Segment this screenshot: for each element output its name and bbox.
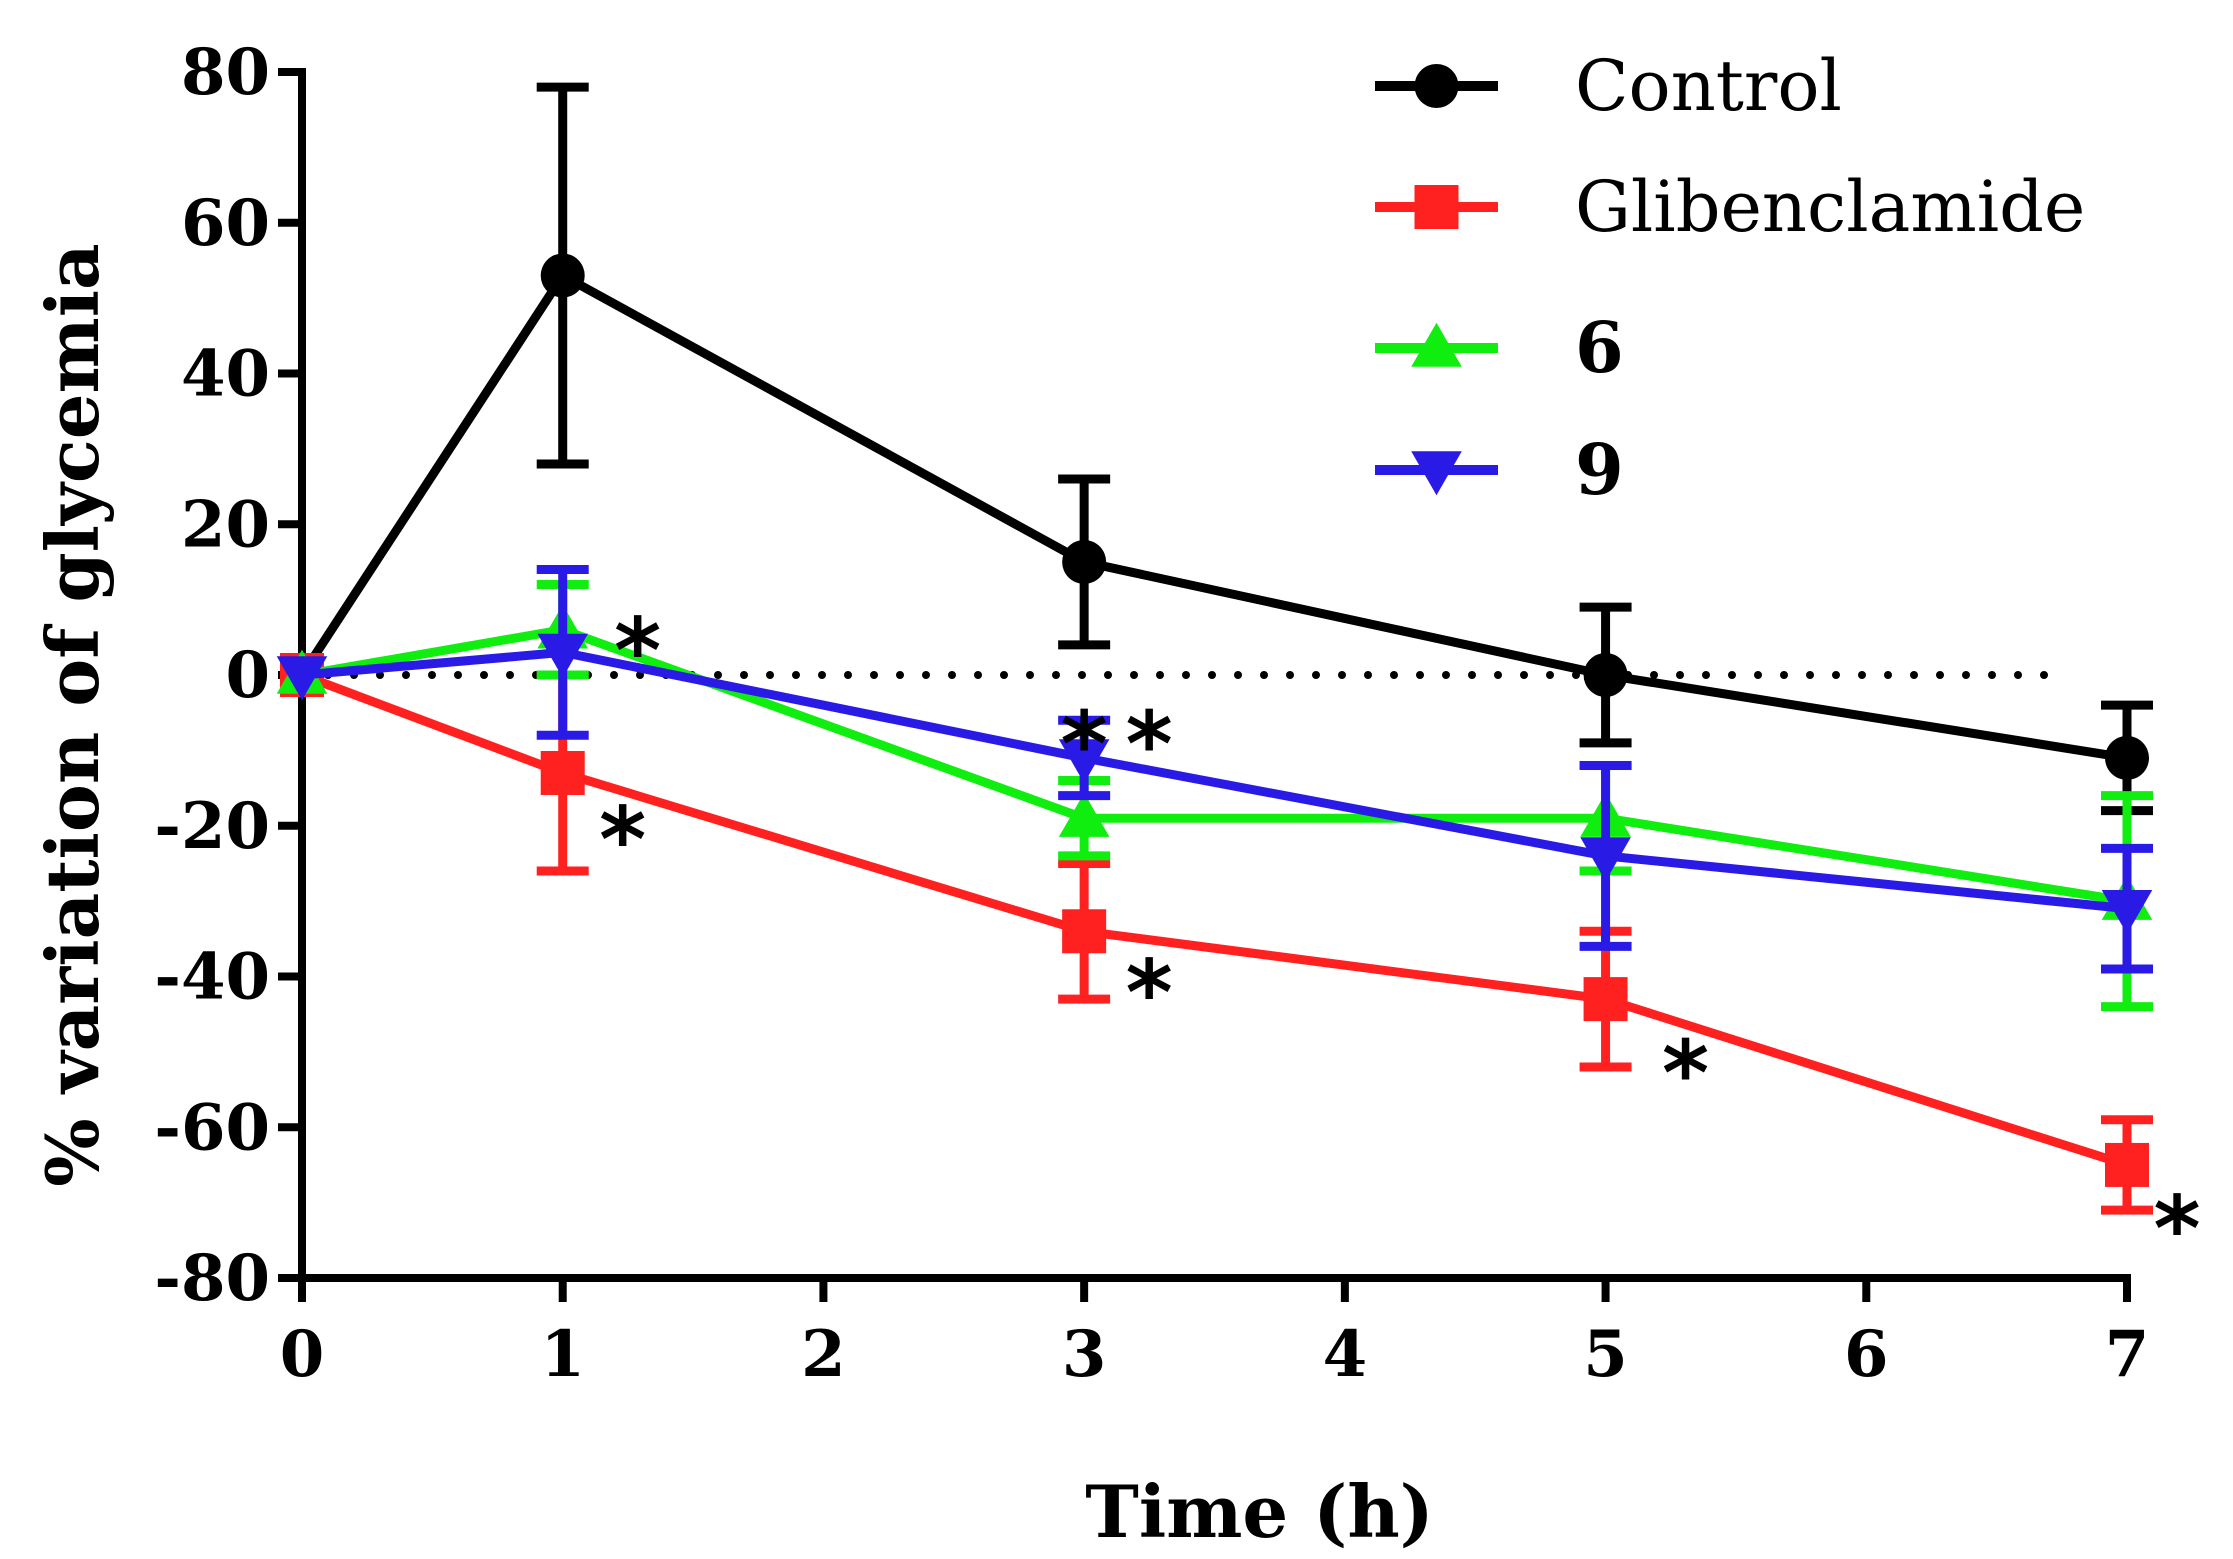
y-tick-label: -40 [154, 940, 270, 1015]
series-glibenclamide [280, 653, 2153, 1215]
x-tick-label: 4 [1323, 1317, 1368, 1392]
legend-swatch-marker [1411, 322, 1462, 367]
series-control [280, 82, 2153, 816]
significance-star: * [1126, 692, 1173, 797]
data-point [1583, 977, 1628, 1022]
legend-swatch-marker [1411, 451, 1462, 496]
data-point [1583, 653, 1628, 697]
legend-label: Control [1575, 45, 1842, 127]
data-point [2105, 1142, 2149, 1187]
series-line [300, 670, 2129, 1170]
data-point [1062, 909, 1107, 954]
legend-label: Glibenclamide [1575, 166, 2085, 248]
data-point [2105, 735, 2149, 780]
legend-label: 9 [1575, 428, 1624, 511]
legend-entry-9: 9 [1375, 428, 1624, 511]
legend-entry-6: 6 [1375, 306, 1624, 389]
x-tick-label: 0 [280, 1317, 325, 1392]
legend-entry-control: Control [1375, 45, 1842, 127]
y-tick-label: -80 [154, 1241, 270, 1316]
series-9 [276, 564, 2153, 974]
significance-star: * [614, 599, 661, 704]
series-line [298, 271, 2128, 763]
significance-star: * [1662, 1021, 1709, 1126]
legend-label: 6 [1575, 306, 1624, 389]
y-tick-label: 40 [181, 337, 270, 412]
data-point [276, 656, 328, 701]
x-tick-label: 7 [2105, 1317, 2150, 1392]
data-point [537, 633, 589, 678]
y-tick-label: 20 [181, 487, 270, 562]
legend-entry-glibenclamide: Glibenclamide [1375, 166, 2085, 248]
x-tick-label: 1 [540, 1317, 585, 1392]
data-point [1058, 739, 1110, 784]
significance-star: * [2153, 1177, 2200, 1282]
data-point [1062, 539, 1107, 584]
y-tick-label: 60 [181, 186, 270, 261]
y-axis-title: % variation of glycemia [30, 243, 115, 1186]
x-tick-label: 5 [1583, 1317, 1628, 1392]
x-tick-label: 6 [1844, 1317, 1889, 1392]
significance-star: * [1061, 692, 1108, 797]
y-tick-label: 80 [181, 35, 270, 110]
legend-swatch-marker [1414, 64, 1459, 108]
data-point [540, 253, 585, 298]
data-point [1580, 837, 1631, 882]
significance-star: * [1126, 941, 1173, 1046]
data-point [540, 750, 585, 795]
x-axis-title: Time (h) [1085, 1469, 1433, 1554]
x-tick-label: 2 [801, 1317, 846, 1392]
x-tick-label: 3 [1062, 1317, 1107, 1392]
legend-swatch-marker [1414, 185, 1459, 229]
y-tick-label: -20 [154, 789, 270, 864]
data-point [2101, 889, 2153, 934]
y-tick-label: -60 [154, 1090, 270, 1165]
data-point [1058, 792, 1110, 837]
y-tick-label: 0 [225, 638, 270, 713]
significance-star: * [599, 788, 646, 893]
